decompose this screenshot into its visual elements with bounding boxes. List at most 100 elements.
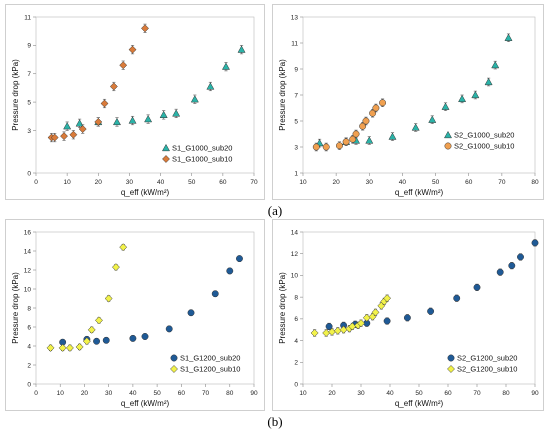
data-point	[336, 142, 343, 150]
series-s2-g1200-sub10	[310, 294, 392, 337]
data-point	[119, 243, 128, 252]
data-point	[60, 132, 68, 141]
y-tick-label: 12	[24, 267, 32, 274]
y-tick-label: 2	[27, 362, 31, 369]
y-tick-label: 9	[27, 43, 31, 50]
data-point	[371, 308, 380, 317]
x-tick-label: 60	[444, 390, 452, 397]
data-point	[388, 132, 397, 140]
y-tick-label: 2	[294, 360, 298, 367]
x-tick-label: 60	[219, 179, 227, 186]
x-tick-label: 60	[465, 179, 473, 186]
data-point	[128, 45, 137, 54]
data-point	[484, 77, 493, 86]
data-point	[109, 82, 118, 91]
data-point	[82, 337, 91, 346]
y-tick-label: 4	[27, 343, 31, 350]
legend-marker-s2-g1000-sub20	[443, 130, 453, 139]
x-tick-label: 30	[357, 390, 365, 397]
legend-label: S2_G1000_sub10	[454, 142, 514, 151]
legend-marker-s2-g1200-sub20	[447, 354, 455, 362]
chart-s1-g1200: 0 10 20 30 40 50 60 70 80 90 0 2 4 6 8 10 12 14 16 q_eff (k…	[11, 229, 258, 408]
x-tick-label: 80	[226, 390, 234, 397]
x-tick-label: 70	[498, 179, 506, 186]
data-point	[312, 143, 320, 151]
x-tick-label: 40	[399, 179, 407, 186]
legend-marker-s1-g1000-sub20	[161, 143, 171, 152]
data-point	[333, 326, 342, 335]
chart-panel-s1-g1000: 0 10 20 30 40 50 60 70 0 3 5 7 9 11 q_eff (kW/m²) Press…	[5, 4, 265, 200]
data-point	[322, 329, 331, 337]
y-tick-label: 10	[291, 273, 299, 280]
data-point	[69, 130, 78, 139]
x-tick-label: 30	[126, 179, 134, 186]
data-point	[119, 61, 128, 70]
legend-marker-s1-g1200-sub10	[170, 365, 178, 373]
legend-label: S1_G1000_sub20	[172, 144, 232, 153]
chart-panel-s2-g1000: 10 20 30 40 50 60 70 80 1 3 5 7 9 11 13 q_eff (kW/m²) Pr…	[272, 4, 544, 200]
y-axis-title: Pressure drop (kPa)	[278, 272, 287, 344]
legend-marker-s1-g1000-sub10	[162, 155, 170, 163]
chart-panel-s2-g1200: 10 20 30 40 50 60 70 80 90 0 2 4 6 8 10 12 14 q_eff (kW/m…	[272, 219, 544, 411]
data-point	[172, 109, 181, 117]
y-tick-label: 6	[27, 324, 31, 331]
data-point	[236, 255, 243, 263]
data-point	[496, 268, 504, 276]
series-s2-g1200-sub20	[325, 239, 539, 331]
data-point	[46, 343, 55, 352]
data-point	[221, 62, 230, 70]
data-point	[365, 136, 374, 144]
data-point	[129, 334, 137, 342]
data-point	[102, 336, 110, 344]
y-tick-label: 3	[294, 144, 298, 151]
data-point	[352, 130, 360, 138]
data-point	[93, 337, 101, 345]
x-tick-label: 80	[531, 179, 539, 186]
data-point	[359, 122, 367, 130]
data-point	[471, 90, 480, 99]
data-point	[165, 325, 173, 333]
x-tick-label: 90	[250, 390, 258, 397]
data-point	[517, 253, 524, 261]
data-point	[508, 262, 516, 270]
y-tick-label: 0	[27, 381, 31, 388]
data-point	[357, 319, 365, 328]
x-tick-label: 70	[250, 179, 258, 186]
x-axis-title: q_eff (kW/m²)	[121, 399, 170, 408]
data-point	[372, 104, 380, 112]
data-point	[403, 314, 411, 322]
data-point	[63, 122, 72, 130]
figure-caption-a: (a)	[267, 203, 283, 218]
data-point	[112, 117, 121, 126]
y-tick-label: 14	[291, 229, 299, 236]
data-point	[87, 325, 96, 334]
data-point	[383, 294, 392, 303]
x-axis-title: q_eff (kW/m²)	[395, 399, 444, 408]
y-axis-title: Pressure drop (kPa)	[11, 59, 20, 131]
data-point	[473, 283, 481, 291]
data-point	[100, 99, 109, 108]
y-tick-label: 5	[27, 99, 31, 106]
series-s2-g1000-sub10	[312, 98, 386, 152]
data-point	[144, 114, 153, 123]
x-tick-label: 10	[299, 179, 307, 186]
data-point	[458, 94, 467, 103]
y-tick-label: 6	[294, 316, 298, 323]
y-tick-label: 13	[291, 14, 299, 21]
x-tick-label: 40	[157, 179, 165, 186]
data-point	[310, 329, 319, 337]
x-tick-label: 40	[129, 390, 137, 397]
data-point	[362, 117, 370, 125]
series-s1-g1000-sub10	[47, 23, 149, 143]
y-tick-label: 4	[294, 338, 298, 345]
x-tick-label: 30	[366, 179, 374, 186]
y-tick-label: 12	[291, 251, 299, 258]
x-tick-label: 70	[473, 390, 481, 397]
data-point	[325, 323, 333, 330]
legend-label: S1_G1200_sub10	[180, 365, 240, 374]
data-point	[128, 116, 137, 124]
legend-marker-s1-g1200-sub20	[170, 354, 178, 362]
data-point	[504, 33, 513, 41]
chart-panel-s1-g1200: 0 10 20 30 40 50 60 70 80 90 0 2 4 6 8 10 12 14 16 q_eff (k…	[5, 219, 265, 411]
